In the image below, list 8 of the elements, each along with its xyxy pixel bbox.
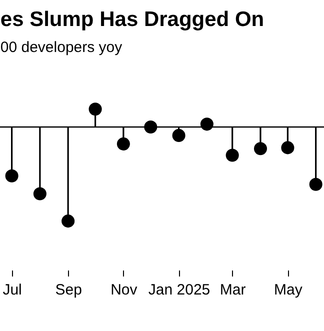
chart-title: es Slump Has Dragged On [0, 8, 264, 31]
x-tick-label: May [274, 282, 303, 298]
x-tick-label: Jul [2, 282, 22, 298]
x-tick-label: Nov [110, 282, 138, 298]
chart-subtitle: 00 developers yoy [0, 39, 123, 56]
x-tick-label: Jan 2025 [148, 282, 210, 298]
x-tick-label: Sep [55, 282, 82, 298]
x-tick-label: Mar [220, 282, 246, 298]
